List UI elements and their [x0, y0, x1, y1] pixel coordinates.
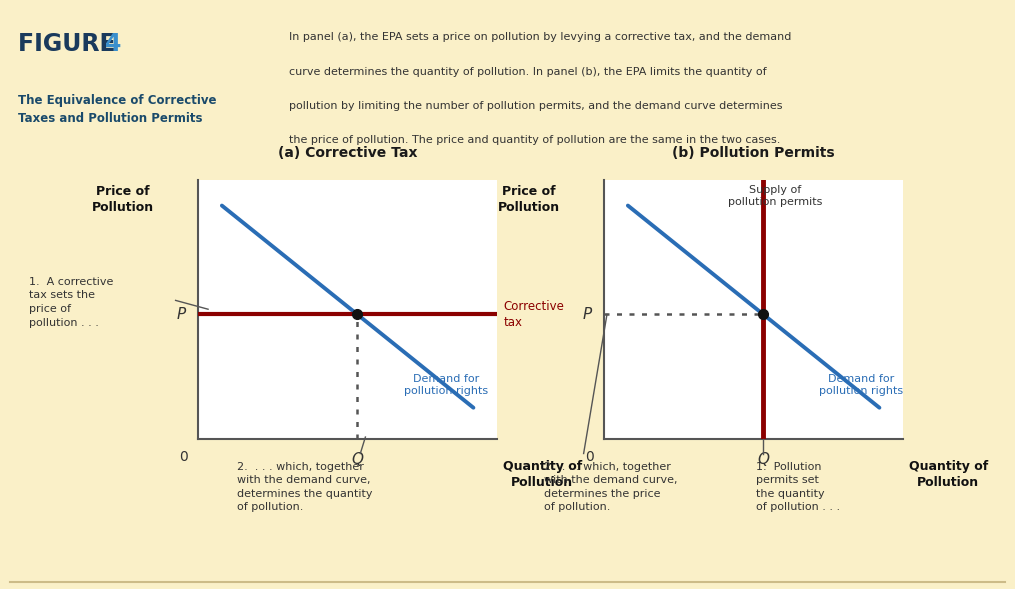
Text: 2.  . . . which, together
with the demand curve,
determines the price
of polluti: 2. . . . which, together with the demand…: [544, 462, 678, 512]
Text: Demand for
pollution rights: Demand for pollution rights: [404, 374, 488, 396]
Text: 0: 0: [179, 451, 188, 465]
Text: Supply of
pollution permits: Supply of pollution permits: [728, 185, 822, 207]
Text: $P$: $P$: [583, 306, 594, 322]
Text: the price of pollution. The price and quantity of pollution are the same in the : the price of pollution. The price and qu…: [289, 135, 781, 145]
Text: FIGURE: FIGURE: [18, 32, 124, 57]
Text: Quantity of
Pollution: Quantity of Pollution: [502, 459, 582, 488]
Text: 4: 4: [105, 32, 121, 57]
Text: 1.  Pollution
permits set
the quantity
of pollution . . .: 1. Pollution permits set the quantity of…: [756, 462, 840, 512]
Text: $Q$: $Q$: [756, 451, 770, 468]
Text: In panel (a), the EPA sets a price on pollution by levying a corrective tax, and: In panel (a), the EPA sets a price on po…: [289, 32, 792, 42]
Text: 0: 0: [585, 451, 594, 465]
Text: Demand for
pollution rights: Demand for pollution rights: [819, 374, 903, 396]
Text: curve determines the quantity of pollution. In panel (b), the EPA limits the qua: curve determines the quantity of polluti…: [289, 67, 767, 77]
Text: $Q$: $Q$: [350, 451, 364, 468]
Text: (b) Pollution Permits: (b) Pollution Permits: [672, 146, 835, 160]
Text: 2.  . . . which, together
with the demand curve,
determines the quantity
of poll: 2. . . . which, together with the demand…: [236, 462, 373, 512]
Text: Price of
Pollution: Price of Pollution: [498, 185, 560, 214]
Text: 1.  A corrective
tax sets the
price of
pollution . . .: 1. A corrective tax sets the price of po…: [29, 277, 114, 327]
Text: Price of
Pollution: Price of Pollution: [92, 185, 154, 214]
Text: pollution by limiting the number of pollution permits, and the demand curve dete: pollution by limiting the number of poll…: [289, 101, 783, 111]
Text: $P$: $P$: [177, 306, 188, 322]
Text: Quantity of
Pollution: Quantity of Pollution: [908, 459, 988, 488]
Text: (a) Corrective Tax: (a) Corrective Tax: [278, 146, 417, 160]
Text: Corrective
tax: Corrective tax: [503, 300, 564, 329]
Text: The Equivalence of Corrective
Taxes and Pollution Permits: The Equivalence of Corrective Taxes and …: [18, 94, 217, 125]
